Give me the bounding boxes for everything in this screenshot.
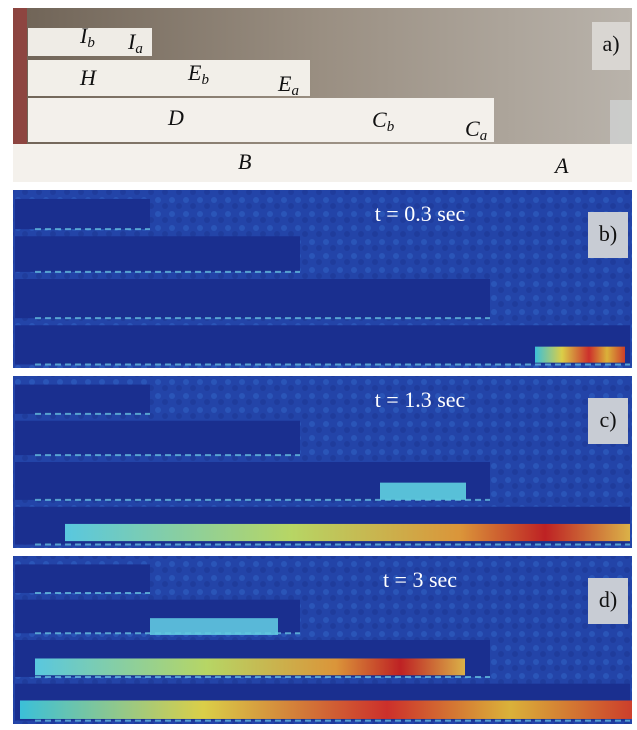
beam	[15, 385, 150, 414]
panel-label: b)	[599, 221, 617, 246]
part-subscript: a	[135, 41, 143, 57]
activity	[380, 483, 466, 500]
activity	[65, 524, 630, 541]
part-label: D	[167, 105, 184, 130]
activity	[535, 347, 625, 363]
activity	[35, 658, 465, 675]
part-letter: B	[238, 149, 251, 174]
part-label: B	[238, 149, 251, 174]
part-letter: E	[277, 71, 292, 96]
part-letter: A	[553, 153, 569, 178]
part-letter: D	[167, 105, 184, 130]
heatmap-panel: b) t = 0.3 sec	[13, 190, 632, 368]
part-label: A	[553, 153, 569, 178]
panel-label: c)	[599, 407, 616, 432]
heatmap-panel: d) t = 3 sec	[13, 556, 632, 724]
beam	[15, 564, 150, 593]
part-letter: H	[79, 65, 97, 90]
photo-panel	[13, 8, 632, 182]
beam	[15, 421, 300, 455]
part-subscript: b	[87, 35, 95, 51]
time-label: t = 1.3 sec	[375, 387, 466, 412]
heatmap-panel: c) t = 1.3 sec	[13, 376, 632, 548]
activity	[150, 618, 278, 635]
part-letter: E	[187, 60, 202, 85]
panel-label: d)	[599, 587, 617, 612]
activity	[20, 700, 632, 718]
panel-label: a)	[602, 31, 619, 56]
part-letter: C	[465, 116, 480, 141]
part-subscript: b	[201, 72, 209, 88]
part-letter: C	[372, 107, 387, 132]
part-subscript: a	[480, 128, 488, 144]
part-subscript: b	[387, 119, 395, 135]
figure: IbIaHEbEaDCbCaBAa)b)t = 0.3 secc)t = 1.3…	[0, 0, 637, 730]
beam	[15, 236, 300, 272]
time-label: t = 0.3 sec	[375, 201, 466, 226]
beam	[15, 279, 490, 318]
part-subscript: a	[291, 83, 299, 99]
beam	[15, 199, 150, 229]
time-label: t = 3 sec	[383, 567, 457, 592]
part-label: H	[79, 65, 97, 90]
